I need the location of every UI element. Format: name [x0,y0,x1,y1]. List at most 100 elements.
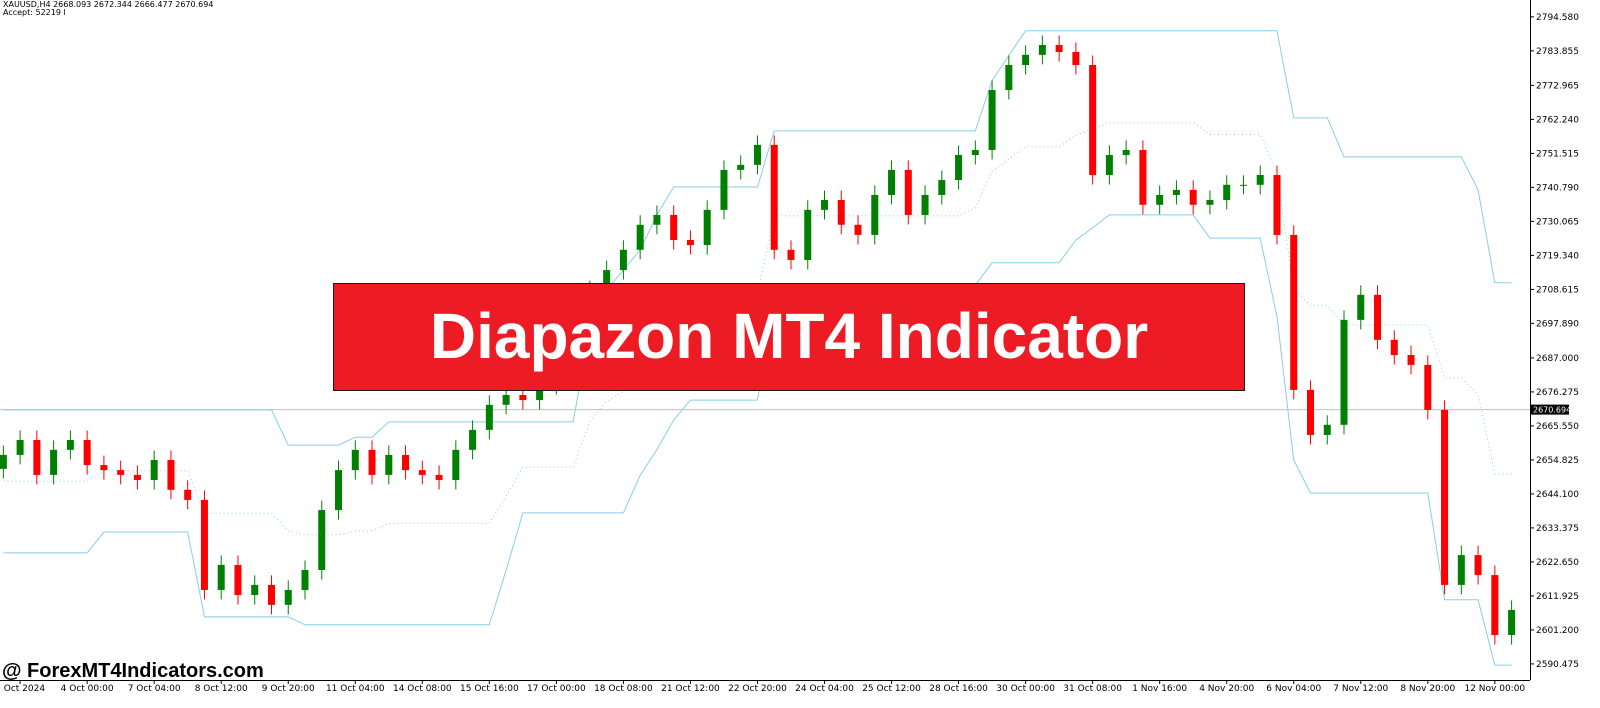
candle-body [703,209,711,246]
candle-body [502,395,510,405]
y-tick-label: 2708.615 [1536,285,1579,295]
x-tick-label: 8 Nov 20:00 [1400,684,1455,694]
candle-body [452,449,460,480]
candle-body [804,209,812,260]
candle-body [1189,189,1197,205]
candle-body [1072,51,1080,65]
candle-body [670,214,678,240]
y-tick-label: 2794.580 [1536,13,1579,23]
candle-body [1357,294,1365,320]
candle-body [33,440,41,475]
x-tick-label: 8 Oct 12:00 [195,684,248,694]
candle-body [1340,319,1348,425]
candle-body [1424,364,1432,410]
candle-body [1239,184,1247,186]
x-tick-label: 6 Nov 04:00 [1266,684,1321,694]
candle-body [1055,45,1063,52]
candle-body [117,470,125,475]
x-tick-label: 11 Oct 04:00 [326,684,385,694]
candle-body [904,169,912,215]
candle-body [1474,555,1482,576]
candle-body [284,589,292,605]
candle-body [720,169,728,210]
x-tick-label: 4 Nov 20:00 [1199,684,1254,694]
x-tick-label: 1 Nov 16:00 [1132,684,1187,694]
band-line [3,30,1512,446]
candle-body [234,564,242,596]
candle-body [1206,200,1214,205]
candle-body [770,144,778,250]
symbol-info: XAUUSD,H4 2668.093 2672.344 2666.477 267… [3,0,213,9]
candle-body [955,155,963,181]
x-tick-label: 24 Oct 04:00 [795,684,854,694]
candle-body [1306,389,1314,435]
candle-body [435,474,443,480]
y-tick-label: 2687.000 [1536,354,1579,364]
candle-body [653,214,661,225]
candle-body [1139,149,1147,205]
x-tick-label: 14 Oct 08:00 [393,684,452,694]
x-tick-label: 25 Oct 12:00 [862,684,921,694]
candle-body [200,499,208,590]
title-banner [333,283,1245,391]
x-tick-label: 22 Oct 20:00 [728,684,787,694]
y-tick-label: 2622.650 [1536,558,1579,568]
candle-body [603,270,611,291]
y-tick-label: 2601.200 [1536,626,1579,636]
candle-body [971,149,979,156]
candle-body [1223,184,1231,201]
candle-body [1290,234,1298,390]
candle-body [184,489,192,500]
candle-body [83,440,91,466]
x-tick-label: 17 Oct 00:00 [527,684,586,694]
y-tick-label: 2751.515 [1536,149,1579,159]
y-tick-label: 2665.550 [1536,422,1579,432]
candle-body [351,449,359,471]
candle-body [1508,609,1516,635]
candle-body [469,429,477,450]
candle-body [301,569,309,590]
candle-body [1022,54,1030,65]
candle-body [335,470,343,511]
x-tick-label: 9 Oct 20:00 [262,684,315,694]
y-tick-label: 2762.240 [1536,115,1579,125]
y-tick-label: 2697.890 [1536,319,1579,329]
candle-body [1374,294,1382,340]
candle-body [1038,45,1046,55]
candle-body [871,194,879,235]
candle-body [1089,64,1097,175]
candle-body [636,224,644,250]
last-price-label: 2670.694 [1533,406,1571,415]
x-tick-label: 15 Oct 16:00 [460,684,519,694]
x-tick-label: 4 Oct 00:00 [61,684,114,694]
y-tick-label: 2654.825 [1536,456,1579,466]
candle-body [267,584,275,605]
candle-body [1156,194,1164,205]
x-tick-label: 7 Nov 12:00 [1333,684,1388,694]
candle-body [1105,155,1113,175]
candle-body [1441,409,1449,585]
chart-title: Diapazon MT4 Indicator [430,300,1148,372]
candle-body [821,200,829,210]
y-tick-label: 2740.790 [1536,183,1579,193]
candle-body [938,180,946,195]
candle-body [402,454,410,471]
y-tick-label: 2772.965 [1536,81,1579,91]
plot-area [0,30,1530,666]
candle-body [0,454,7,469]
candle-body [251,584,259,596]
candle-body [66,440,74,450]
x-tick-label: 12 Nov 00:00 [1464,684,1525,694]
candle-body [1273,174,1281,235]
candle-body [150,459,158,480]
candle-body [921,194,929,215]
candle-body [536,384,544,401]
candle-body [854,224,862,235]
last-price-tag [1531,404,1569,415]
candle-body [988,90,996,150]
candle-body [737,164,745,170]
x-tick-label: 21 Oct 12:00 [661,684,720,694]
account-info: Accept: 52219 l [3,8,66,17]
candle-body [318,510,326,570]
